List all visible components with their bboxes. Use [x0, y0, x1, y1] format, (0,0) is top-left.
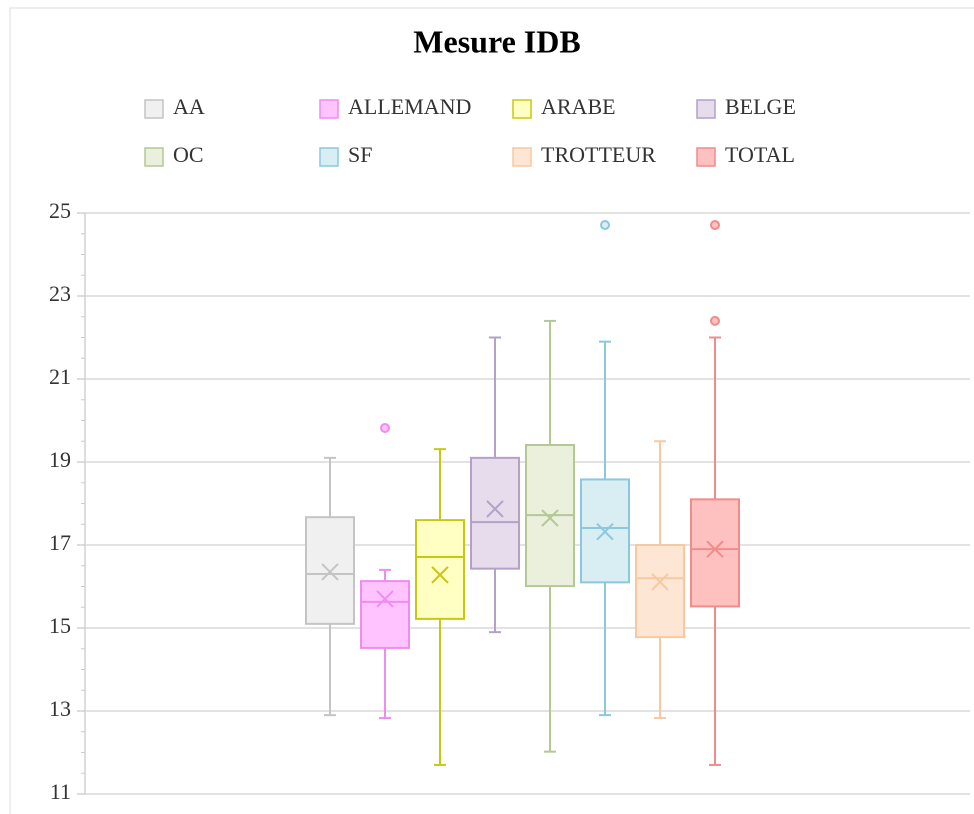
legend-label: AA	[173, 94, 205, 119]
outlier	[380, 422, 390, 433]
outlier	[710, 315, 720, 326]
legend-swatch	[696, 147, 716, 167]
box	[360, 580, 410, 649]
mean-marker	[376, 590, 394, 608]
legend-swatch	[319, 147, 339, 167]
box	[305, 516, 355, 625]
legend-label: ARABE	[541, 94, 616, 119]
box	[415, 519, 465, 620]
mean-marker	[596, 523, 614, 541]
legend-swatch	[319, 99, 339, 119]
legend-swatch	[144, 147, 164, 167]
legend-swatch	[512, 99, 532, 119]
legend-label: SF	[348, 142, 372, 167]
box	[635, 544, 685, 639]
y-tick-label: 11	[50, 779, 71, 804]
legend-label: TROTTEUR	[541, 142, 656, 167]
mean-marker	[706, 540, 724, 558]
mean-marker	[321, 563, 339, 581]
y-tick-label: 17	[49, 530, 71, 555]
mean-marker	[486, 500, 504, 518]
legend-label: ALLEMAND	[348, 94, 471, 119]
box	[470, 456, 520, 570]
outlier	[710, 220, 720, 231]
legend-swatch	[696, 99, 716, 119]
y-tick-label: 15	[49, 613, 71, 638]
legend-label: BELGE	[725, 94, 796, 119]
box	[690, 498, 740, 608]
y-tick-label: 21	[49, 364, 71, 389]
y-tick-label: 13	[49, 696, 71, 721]
chart-title: Mesure IDB	[413, 23, 580, 59]
chart-border	[9, 7, 974, 814]
mean-marker	[541, 509, 559, 527]
outlier	[600, 220, 610, 231]
legend-swatch	[512, 147, 532, 167]
y-tick-label: 25	[49, 198, 71, 223]
y-tick-label: 23	[49, 281, 71, 306]
legend-label: TOTAL	[725, 142, 795, 167]
legend-label: OC	[173, 142, 204, 167]
mean-marker	[651, 573, 669, 591]
mean-marker	[431, 566, 449, 584]
legend-swatch	[144, 99, 164, 119]
y-tick-label: 19	[49, 447, 71, 472]
